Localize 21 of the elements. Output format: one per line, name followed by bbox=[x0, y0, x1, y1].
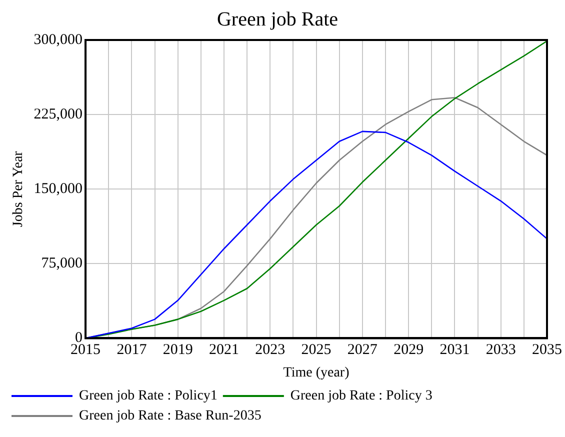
x-tick-label: 2021 bbox=[208, 342, 239, 358]
x-tick-label: 2033 bbox=[486, 342, 516, 358]
y-axis-title: Jobs Per Year bbox=[11, 150, 26, 228]
x-axis-title: Time (year) bbox=[283, 365, 350, 380]
x-tick-label: 2017 bbox=[116, 342, 148, 358]
x-tick-label: 2019 bbox=[162, 342, 193, 358]
legend-label: Green job Rate : Base Run-2035 bbox=[79, 408, 262, 424]
x-tick-label: 2027 bbox=[347, 342, 378, 358]
y-tick-label: 300,000 bbox=[34, 32, 83, 48]
x-tick-label: 2035 bbox=[532, 342, 562, 358]
chart-title: Green job Rate bbox=[216, 8, 338, 30]
y-tick-label: 75,000 bbox=[41, 256, 83, 272]
legend-label: Green job Rate : Policy1 bbox=[79, 388, 218, 404]
x-tick-label: 2015 bbox=[70, 342, 101, 358]
x-tick-label: 2029 bbox=[394, 342, 424, 358]
x-tick-label: 2023 bbox=[255, 342, 286, 358]
x-tick-label: 2031 bbox=[440, 342, 470, 358]
y-tick-label: 225,000 bbox=[34, 106, 83, 122]
x-tick-label: 2025 bbox=[301, 342, 332, 358]
legend-label: Green job Rate : Policy 3 bbox=[290, 388, 432, 404]
y-tick-label: 150,000 bbox=[34, 181, 83, 198]
